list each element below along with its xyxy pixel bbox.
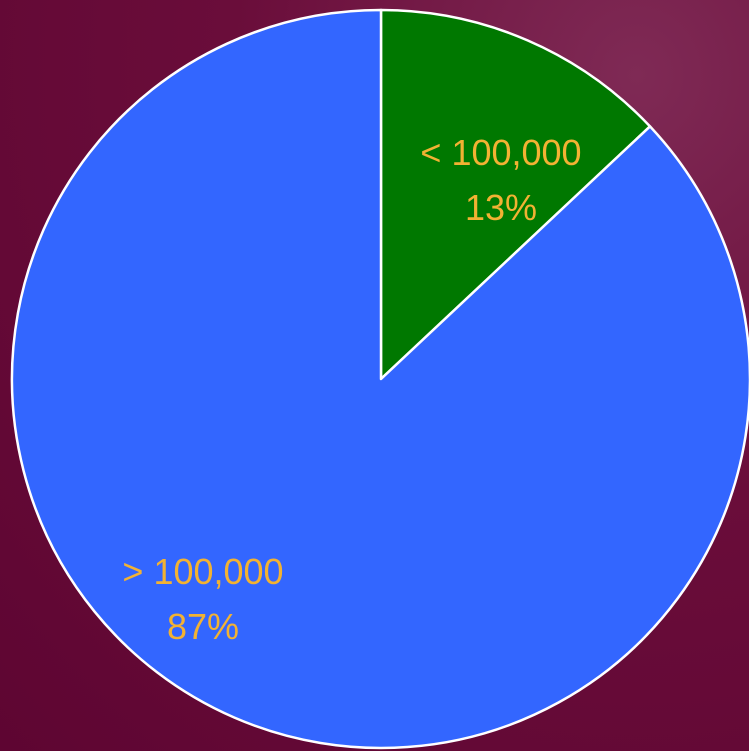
pie-slice-0 [379,8,652,381]
slice-label-small-percent: 13% [465,187,537,228]
pie-slice-1 [10,8,749,750]
slice-label-large-percent: 87% [167,606,239,647]
slice-label-small-category: < 100,000 [420,132,581,173]
slice-label-large-category: > 100,000 [122,551,283,592]
pie-slices [10,8,749,750]
